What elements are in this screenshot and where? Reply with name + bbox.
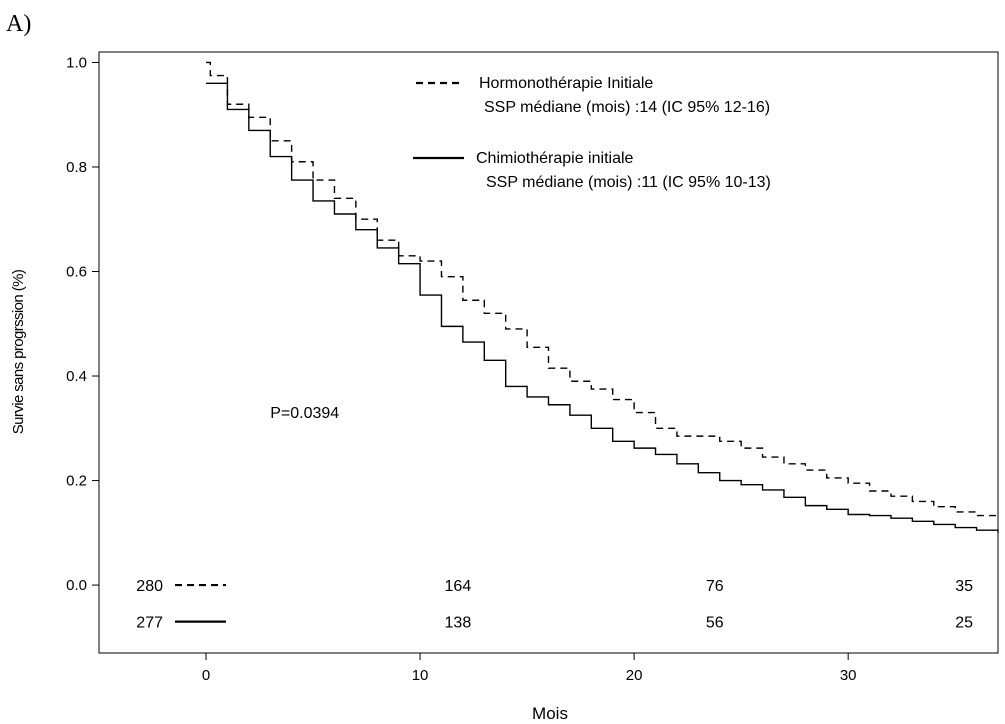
x-tick-label: 20 (626, 667, 643, 684)
legend-label-0: Hormonothérapie Initiale (479, 75, 653, 92)
series-line-1 (206, 82, 999, 533)
y-axis-title: Survie sans progrssion (%) (10, 269, 27, 434)
panel-label: A) (6, 11, 31, 37)
plot-frame (98, 51, 999, 654)
x-axis-title: Mois (532, 704, 568, 723)
plot-border (98, 51, 999, 654)
legend-subtitle-0: SSP médiane (mois) :14 (IC 95% 12-16) (484, 99, 770, 116)
y-tick-label: 0.4 (66, 368, 87, 385)
risk-count: 280 (136, 578, 163, 595)
legend: Hormonothérapie Initiale SSP médiane (moi… (413, 75, 771, 191)
risk-count: 25 (955, 615, 973, 632)
x-tick-label: 30 (840, 667, 857, 684)
y-tick-label: 0.6 (66, 263, 87, 280)
y-tick-label: 0.2 (66, 473, 87, 490)
legend-subtitle-1: SSP médiane (mois) :11 (IC 95% 10-13) (486, 174, 771, 191)
x-axis: 0 10 20 30 (202, 653, 857, 684)
risk-count: 164 (445, 578, 472, 595)
legend-label-1: Chimiothérapie initiale (476, 150, 634, 167)
annotations: P=0.0394 (270, 405, 339, 422)
y-tick-label: 0.8 (66, 159, 87, 176)
x-tick-label: 0 (202, 667, 210, 684)
survival-curves (206, 61, 999, 533)
risk-count: 56 (706, 615, 724, 632)
risk-count: 35 (955, 578, 973, 595)
y-tick-label: 1.0 (66, 54, 87, 71)
risk-count: 277 (136, 615, 163, 632)
y-axis: 0.0 0.2 0.4 0.6 0.8 1.0 (66, 54, 99, 594)
risk-count: 76 (706, 578, 724, 595)
x-tick-label: 10 (412, 667, 429, 684)
p-value-annotation: P=0.0394 (270, 405, 339, 422)
series-line-0 (206, 61, 999, 518)
y-tick-label: 0.0 (66, 577, 87, 594)
risk-count: 138 (445, 615, 472, 632)
risk-table: 280 164 76 35 277 138 56 25 (136, 578, 973, 632)
